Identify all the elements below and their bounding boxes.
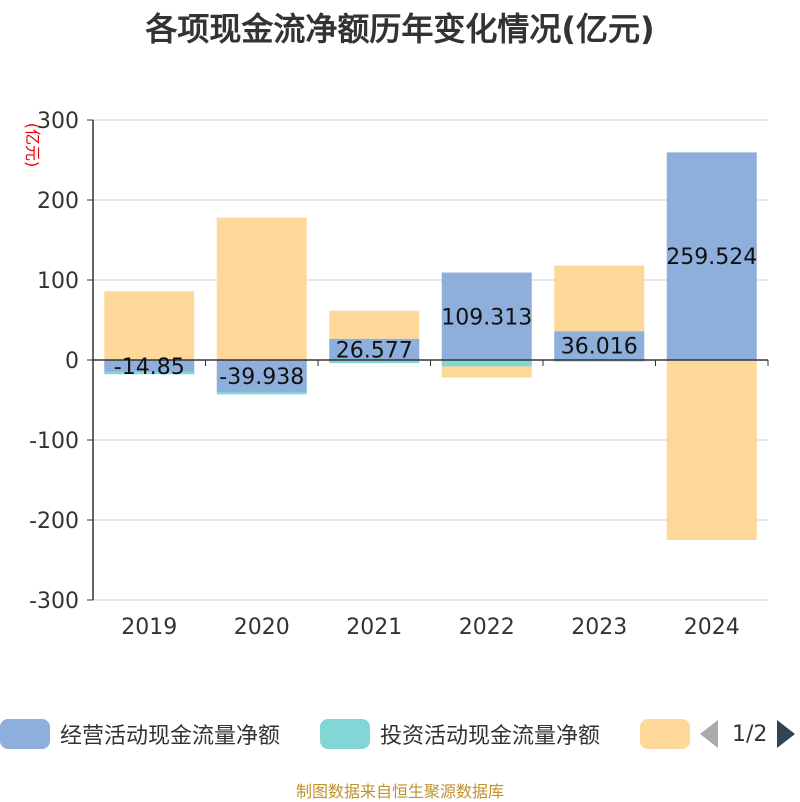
- y-tick-label: 200: [37, 189, 79, 214]
- legend-swatch-investing: [320, 719, 370, 749]
- data-label: -39.938: [219, 365, 304, 390]
- bar-operating: [104, 360, 195, 372]
- x-tick-label: 2020: [234, 615, 290, 640]
- legend-swatch-operating: [0, 719, 50, 749]
- prev-page-icon[interactable]: [700, 720, 718, 748]
- legend-swatch-financing: [640, 719, 690, 749]
- bar-financing: [216, 217, 307, 360]
- data-label: 109.313: [441, 305, 532, 330]
- bar-operating: [554, 331, 645, 360]
- y-tick-label: 100: [37, 269, 79, 294]
- bar-financing: [104, 291, 195, 360]
- bar-financing: [666, 360, 757, 540]
- data-label: 259.524: [666, 245, 757, 270]
- bar-operating: [329, 338, 420, 360]
- bar-financing: [441, 366, 532, 378]
- y-tick-label: -200: [29, 509, 79, 534]
- x-tick-label: 2021: [346, 615, 402, 640]
- data-label: 36.016: [561, 335, 638, 360]
- bar-operating: [216, 360, 307, 392]
- x-tick-label: 2022: [459, 615, 515, 640]
- bar-financing: [329, 310, 420, 339]
- y-tick-label: -100: [29, 429, 79, 454]
- x-tick-label: 2023: [571, 615, 627, 640]
- bar-investing: [329, 360, 420, 364]
- x-tick-label: 2024: [684, 615, 740, 640]
- bar-operating: [441, 272, 532, 360]
- bar-investing: [554, 360, 645, 362]
- chart-plot: 300 200 100 0 -100 -200 -300 (亿元) 2019 2020 2021 20…: [23, 109, 769, 640]
- legend-pager: 1/2: [700, 712, 796, 756]
- legend-page-indicator: 1/2: [732, 721, 768, 747]
- bar-investing: [441, 360, 532, 367]
- bar-financing: [554, 265, 645, 332]
- legend: 经营活动现金流量净额 投资活动现金流量净额: [0, 712, 800, 756]
- legend-label-operating: 经营活动现金流量净额: [60, 724, 281, 749]
- legend-item-operating[interactable]: 经营活动现金流量净额: [0, 712, 280, 756]
- legend-label-investing: 投资活动现金流量净额: [380, 724, 601, 749]
- source-note: 制图数据来自恒生聚源数据库: [295, 782, 504, 801]
- bar-investing: [104, 371, 195, 375]
- next-page-icon[interactable]: [777, 720, 796, 748]
- y-tick-label: 300: [37, 109, 79, 134]
- bar-operating: [666, 152, 757, 360]
- y-tick-label: 0: [65, 349, 79, 374]
- bar-investing: [216, 391, 307, 395]
- y-axis-label: (亿元): [23, 123, 42, 168]
- x-tick-label: 2019: [121, 615, 177, 640]
- legend-item-investing[interactable]: 投资活动现金流量净额: [320, 712, 600, 756]
- chart-title: 各项现金流净额历年变化情况(亿元): [145, 10, 655, 48]
- data-label: 26.577: [336, 338, 413, 363]
- data-label: -14.85: [114, 355, 185, 380]
- legend-item-financing[interactable]: [640, 712, 700, 756]
- y-tick-label: -300: [29, 589, 79, 614]
